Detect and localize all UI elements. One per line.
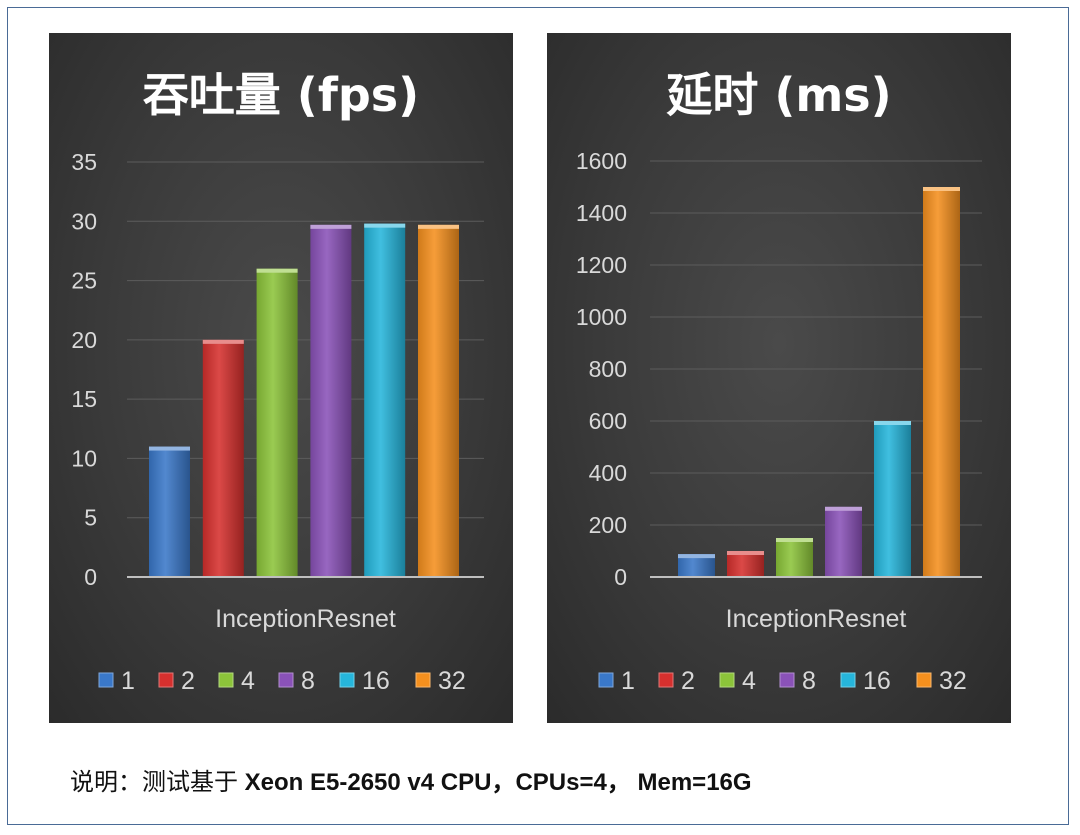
y-tick-label: 1200 [576,252,627,278]
legend-label-32: 32 [438,667,466,695]
bar-4-cap [776,538,813,542]
bar-32 [418,224,459,578]
legend-swatch-8 [779,672,795,688]
bar-4 [776,538,813,577]
y-tick-label: 0 [614,564,627,590]
bar-16 [364,223,406,577]
bar-1 [149,446,190,577]
legend-swatch-4 [218,672,234,688]
legend-swatch-4 [719,672,735,688]
bar-1-cap [149,446,190,451]
bar-32 [923,187,960,577]
bar-2-cap [202,339,244,344]
legend-swatch-2 [658,672,674,688]
legend-label-16: 16 [362,667,390,695]
y-tick-label: 25 [71,268,97,294]
throughput-chart: 吞吐量 (fps) 0 5 10 15 20 25 30 35 InceptionResnet 1 2… [49,33,513,723]
y-tick-label: 800 [589,356,627,382]
y-tick-label: 5 [84,505,97,531]
bar-2-cap [727,551,764,555]
x-category-label: InceptionResnet [726,605,907,633]
legend-label-8: 8 [802,667,816,695]
throughput-chart-svg: 吞吐量 (fps) 0 5 10 15 20 25 30 35 InceptionResnet 1 2… [71,68,484,695]
bar-8 [825,506,862,577]
footnote-spec: Xeon E5-2650 v4 CPU，CPUs=4， Mem=16G [238,769,752,796]
legend-label-32: 32 [939,667,967,695]
y-tick-label: 200 [589,512,627,538]
bar-4-cap [256,268,298,273]
legend-swatch-8 [278,672,294,688]
legend-label-16: 16 [863,667,891,695]
legend-swatch-2 [158,672,174,688]
y-tick-label: 400 [589,460,627,486]
bar-8 [310,224,352,578]
footnote: 说明：测试基于 Xeon E5-2650 v4 CPU，CPUs=4， Mem=… [70,762,752,797]
bar-1 [678,554,715,577]
bar-1-cap [678,554,715,559]
y-tick-label: 0 [84,564,97,590]
bar-8-cap [310,224,352,229]
legend-swatch-16 [840,672,856,688]
y-tick-label: 1000 [576,304,627,330]
y-tick-label: 15 [71,386,97,412]
legend-label-4: 4 [241,667,255,695]
bar-16-cap [364,223,406,228]
bar-8-cap [825,506,862,511]
y-tick-label: 600 [589,408,627,434]
chart-title: 吞吐量 (fps) [143,68,419,122]
legend-swatch-1 [98,672,114,688]
bar-16 [874,421,911,577]
bar-16-cap [874,421,911,425]
y-tick-label: 1400 [576,200,627,226]
y-tick-label: 20 [71,327,97,353]
legend-label-8: 8 [301,667,315,695]
latency-chart-svg: 延时 (ms) 0 200 400 600 800 1000 1200 1400 1600 Ince… [576,68,982,695]
bar-32-cap [923,187,960,191]
y-tick-label: 30 [71,208,97,234]
footnote-prefix: 说明：测试基于 [70,768,238,796]
legend-swatch-1 [598,672,614,688]
bar-2 [202,339,244,577]
y-tick-label: 35 [71,149,97,175]
legend-label-1: 1 [621,667,635,695]
bar-32-cap [418,224,459,229]
y-tick-label: 10 [71,445,97,471]
legend-label-2: 2 [681,667,695,695]
latency-chart: 延时 (ms) 0 200 400 600 800 1000 1200 1400 1600 Ince… [547,33,1011,723]
legend-swatch-16 [339,672,355,688]
y-tick-label: 1600 [576,148,627,174]
legend-label-4: 4 [742,667,756,695]
bar-2 [727,551,764,577]
bar-4 [256,268,298,577]
legend-swatch-32 [415,672,431,688]
chart-title: 延时 (ms) [666,68,891,122]
x-category-label: InceptionResnet [215,605,396,633]
legend-label-1: 1 [121,667,135,695]
legend-swatch-32 [916,672,932,688]
legend-label-2: 2 [181,667,195,695]
